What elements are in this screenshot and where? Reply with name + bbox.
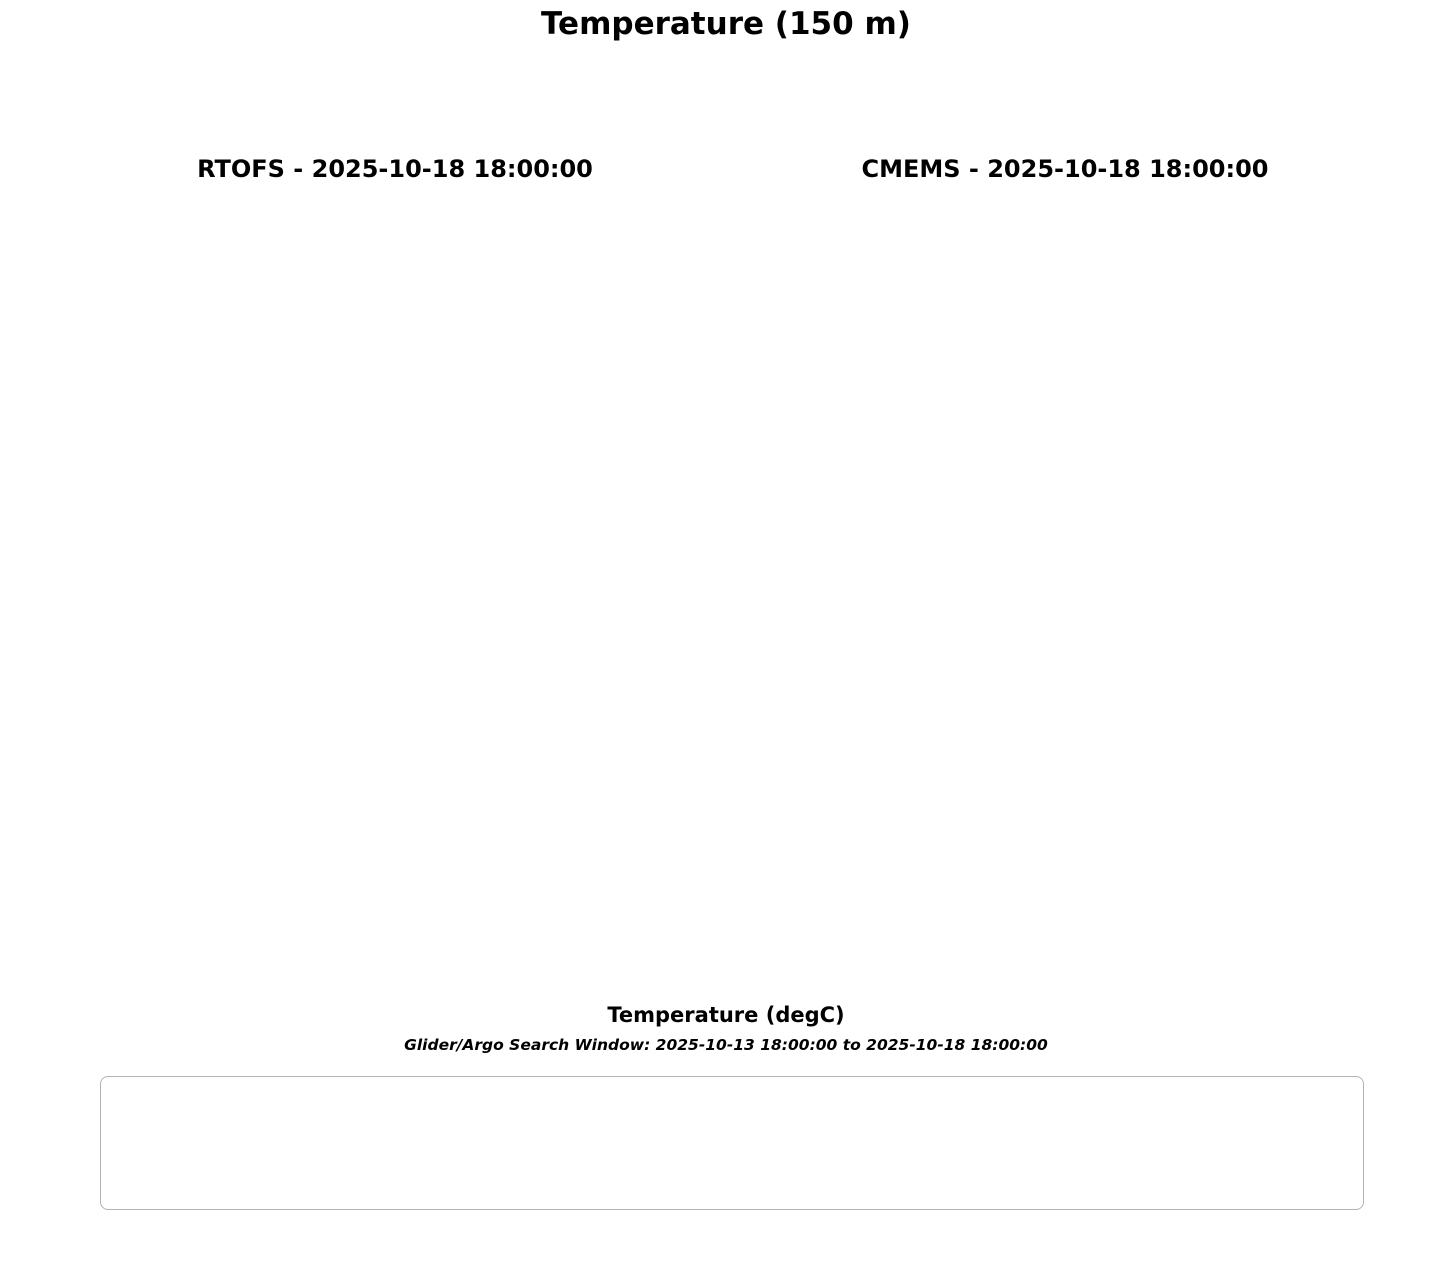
figure-title: Temperature (150 m) [541, 6, 911, 42]
map-panel-rtofs [85, 185, 705, 880]
colorbar [100, 942, 1360, 1004]
colorbar-label: Temperature (degC) [607, 1003, 845, 1027]
map-panel-cmems [755, 185, 1375, 880]
legend-box [100, 1076, 1364, 1210]
search-window-subtitle: Glider/Argo Search Window: 2025-10-13 18… [404, 1036, 1048, 1054]
panel-title-rtofs: RTOFS - 2025-10-18 18:00:00 [197, 155, 593, 183]
map-cmems [755, 185, 1375, 880]
panel-title-cmems: CMEMS - 2025-10-18 18:00:00 [861, 155, 1269, 183]
map-rtofs [85, 185, 705, 880]
